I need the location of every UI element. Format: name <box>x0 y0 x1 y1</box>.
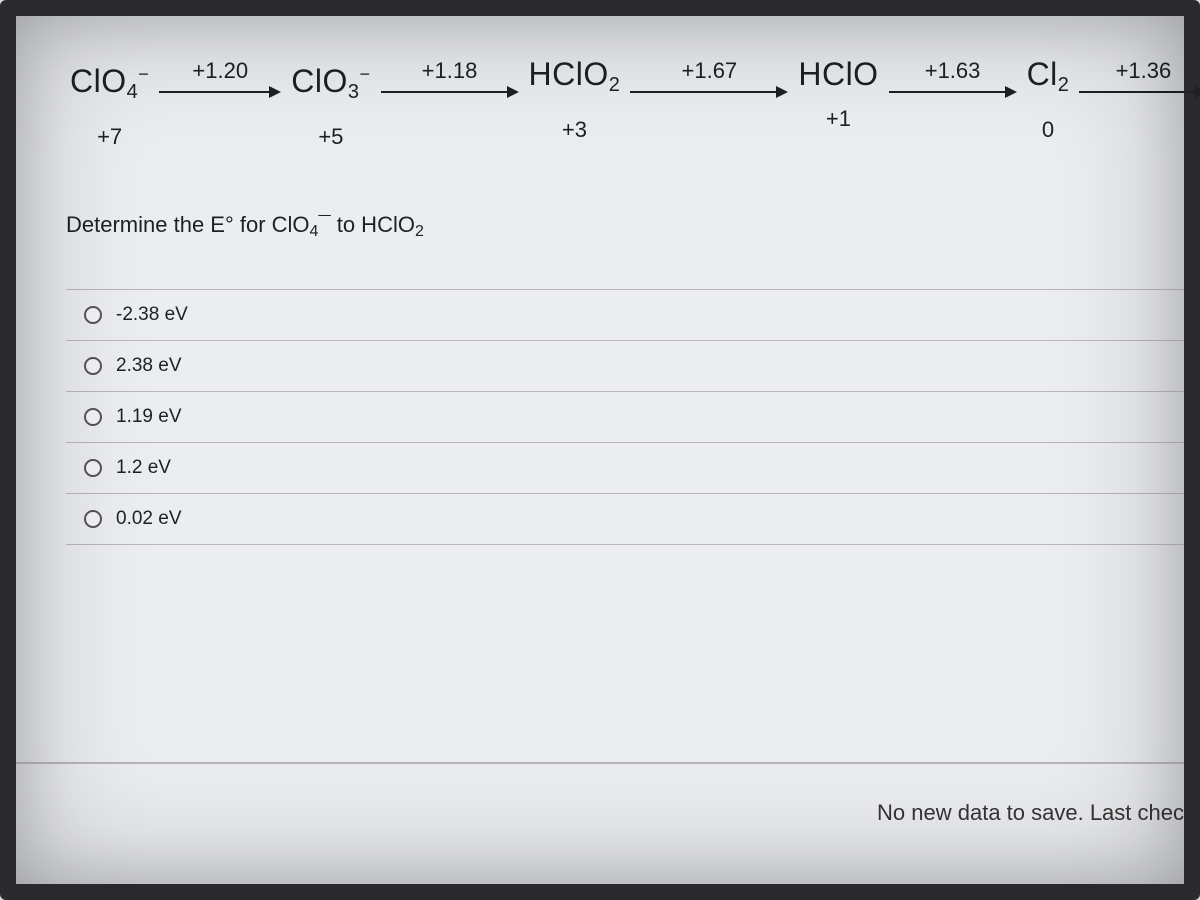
species-formula: Cl2 <box>1027 56 1070 103</box>
oxidation-state: +5 <box>318 124 343 150</box>
reduction-potential: +1.18 <box>422 58 478 84</box>
radio-icon[interactable] <box>84 510 102 528</box>
arrow-shaft <box>381 91 507 93</box>
arrow-head-icon <box>269 86 281 98</box>
arrow-1: +1.18 <box>375 58 525 98</box>
save-status: No new data to save. Last chec <box>877 800 1184 826</box>
species-formula: HClO2 <box>529 56 621 103</box>
arrow-head-icon <box>776 86 788 98</box>
radio-icon[interactable] <box>84 357 102 375</box>
arrow-line <box>630 86 788 98</box>
species-3: HClO +1 <box>794 56 882 132</box>
latimer-diagram: ClO4− +7 +1.20 ClO3− +5 +1.18 HClO2 +3 +1.67 HClO… <box>66 56 1184 150</box>
oxidation-state: 0 <box>1042 117 1054 143</box>
content-area: ClO4− +7 +1.20 ClO3− +5 +1.18 HClO2 +3 +1.67 HClO… <box>16 16 1184 545</box>
species-formula: HClO <box>798 56 878 92</box>
arrow-4: +1.36 <box>1073 58 1200 98</box>
option-label: 1.19 eV <box>116 406 182 428</box>
reduction-potential: +1.63 <box>925 58 981 84</box>
question-text: Determine the E° for ClO4¯ to HClO2 <box>66 212 1184 241</box>
arrow-head-icon <box>1195 86 1200 98</box>
oxidation-state: +1 <box>826 106 851 132</box>
species-4: Cl2 0 <box>1023 56 1074 143</box>
arrow-line <box>159 86 281 98</box>
arrow-0: +1.20 <box>153 58 287 98</box>
arrow-shaft <box>889 91 1005 93</box>
option-label: 1.2 eV <box>116 457 171 479</box>
oxidation-state: +7 <box>97 124 122 150</box>
arrow-shaft <box>1079 91 1195 93</box>
option-row-4[interactable]: 0.02 eV <box>66 494 1184 545</box>
reduction-potential: +1.67 <box>682 58 738 84</box>
species-0: ClO4− +7 <box>66 56 153 150</box>
quiz-screen: ClO4− +7 +1.20 ClO3− +5 +1.18 HClO2 +3 +1.67 HClO… <box>0 0 1200 900</box>
species-formula: ClO4− <box>70 56 149 110</box>
option-row-3[interactable]: 1.2 eV <box>66 443 1184 494</box>
bottom-divider <box>16 762 1184 764</box>
species-1: ClO3− +5 <box>287 56 374 150</box>
option-row-0[interactable]: -2.38 eV <box>66 290 1184 341</box>
arrow-head-icon <box>507 86 519 98</box>
arrow-head-icon <box>1005 86 1017 98</box>
arrow-2: +1.67 <box>624 58 794 98</box>
species-2: HClO2 +3 <box>525 56 625 143</box>
oxidation-state: +3 <box>562 117 587 143</box>
reduction-potential: +1.36 <box>1116 58 1172 84</box>
arrow-line <box>1079 86 1200 98</box>
arrow-shaft <box>630 91 776 93</box>
radio-icon[interactable] <box>84 306 102 324</box>
species-formula: ClO3− <box>291 56 370 110</box>
arrow-3: +1.63 <box>883 58 1023 98</box>
arrow-shaft <box>159 91 269 93</box>
option-label: 0.02 eV <box>116 508 182 530</box>
option-row-2[interactable]: 1.19 eV <box>66 392 1184 443</box>
option-row-1[interactable]: 2.38 eV <box>66 341 1184 392</box>
reduction-potential: +1.20 <box>192 58 248 84</box>
option-label: 2.38 eV <box>116 355 182 377</box>
arrow-line <box>381 86 519 98</box>
option-label: -2.38 eV <box>116 304 188 326</box>
options-list: -2.38 eV 2.38 eV 1.19 eV 1.2 eV 0.02 eV <box>66 289 1184 545</box>
arrow-line <box>889 86 1017 98</box>
radio-icon[interactable] <box>84 408 102 426</box>
radio-icon[interactable] <box>84 459 102 477</box>
